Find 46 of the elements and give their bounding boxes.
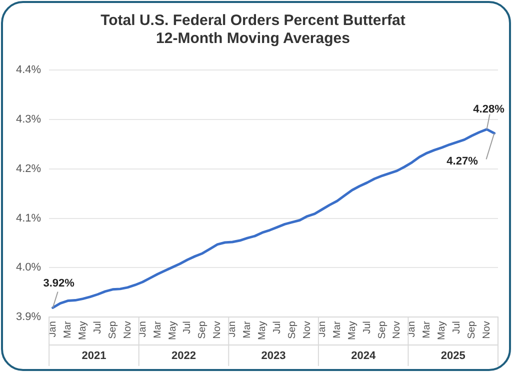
y-tick-label: 3.9% bbox=[16, 311, 42, 324]
x-tick-label: Nov bbox=[122, 321, 134, 339]
x-tick-label: Jul bbox=[452, 321, 463, 334]
x-tick-label: Mar bbox=[152, 320, 164, 338]
x-tick-label: May bbox=[436, 321, 448, 340]
x-tick-label: Jan bbox=[48, 321, 59, 338]
x-tick-label: May bbox=[257, 321, 268, 340]
x-tick-label: Sep bbox=[466, 320, 478, 339]
y-tick-label: 4.2% bbox=[16, 162, 42, 175]
x-tick-label: Sep bbox=[107, 320, 118, 339]
chart-title: Total U.S. Federal Orders Percent Butterfat bbox=[100, 12, 406, 30]
chart-subtitle: 12-Month Moving Averages bbox=[156, 30, 350, 48]
x-tick-label: Jul bbox=[182, 321, 194, 334]
x-tick-label: May bbox=[167, 321, 178, 340]
x-tick-label: Mar bbox=[422, 320, 433, 338]
x-tick-label: Nov bbox=[392, 321, 403, 339]
x-tick-label: Mar bbox=[332, 320, 343, 338]
x-tick-label: Jan bbox=[406, 321, 418, 338]
x-tick-label: Nov bbox=[212, 321, 224, 339]
x-tick-label: Mar bbox=[62, 320, 74, 338]
x-tick-label: Sep bbox=[286, 320, 298, 339]
text: 2022 bbox=[172, 350, 196, 362]
text: 2021 bbox=[82, 350, 106, 362]
data-label: 4.28% bbox=[473, 103, 505, 116]
data-label: 3.92% bbox=[43, 278, 75, 290]
y-tick-label: 4.3% bbox=[16, 113, 42, 126]
x-tick-label: Sep bbox=[197, 320, 208, 339]
x-tick-label: May bbox=[77, 321, 88, 340]
x-tick-label: Jul bbox=[92, 321, 104, 334]
x-tick-label: Nov bbox=[482, 321, 493, 339]
y-tick-label: 4.0% bbox=[16, 262, 42, 274]
y-tick-label: 4.4% bbox=[16, 64, 42, 76]
x-tick-label: Jan bbox=[137, 321, 148, 338]
x-tick-label: May bbox=[346, 321, 358, 340]
x-tick-label: Sep bbox=[376, 320, 388, 339]
text: 2025 bbox=[440, 350, 466, 362]
x-tick-label: Mar bbox=[242, 320, 254, 338]
text: 2024 bbox=[351, 350, 376, 362]
x-tick-label: Jul bbox=[272, 321, 284, 334]
x-tick-label: Jul bbox=[362, 321, 373, 334]
y-tick-label: 4.1% bbox=[16, 212, 42, 224]
text: 2023 bbox=[261, 350, 286, 362]
x-tick-label: Nov bbox=[302, 321, 313, 339]
data-label: 4.27% bbox=[446, 155, 478, 168]
x-tick-label: Jan bbox=[316, 321, 328, 338]
x-tick-label: Jan bbox=[227, 321, 238, 338]
